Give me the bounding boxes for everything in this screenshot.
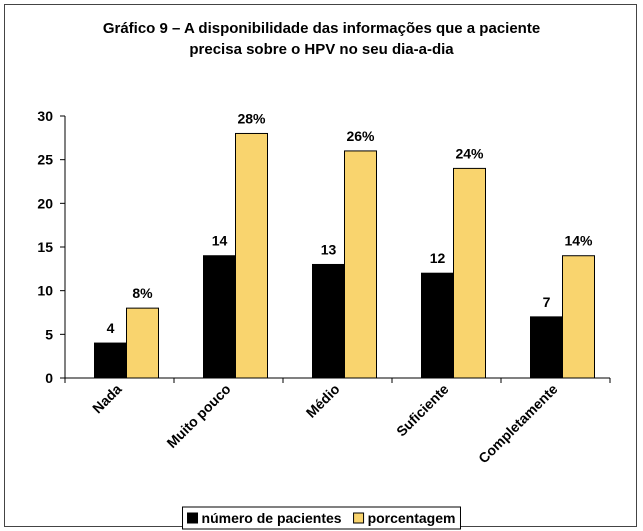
x-tick-label: Completamente: [475, 381, 561, 467]
data-label: 14: [212, 233, 228, 249]
y-tick-label: 0: [45, 370, 53, 386]
bar: [530, 316, 563, 379]
data-label: 26%: [346, 128, 375, 144]
x-tick-label: Muito pouco: [163, 381, 233, 451]
y-tick-label: 10: [37, 283, 53, 299]
data-label: 24%: [455, 145, 484, 161]
bar: [312, 263, 345, 379]
x-tick-label: Nada: [89, 381, 125, 417]
y-tick-label: 20: [37, 195, 53, 211]
x-tick-label: Médio: [303, 381, 343, 421]
legend-box: [182, 506, 461, 530]
bar: [344, 150, 377, 379]
bar: [203, 255, 236, 379]
data-label: 8%: [132, 285, 153, 301]
data-label: 14%: [564, 233, 593, 249]
data-label: 7: [543, 294, 551, 310]
bar: [453, 167, 486, 379]
data-label: 12: [430, 250, 446, 266]
data-label: 4: [107, 320, 115, 336]
y-tick-label: 25: [37, 152, 53, 168]
y-tick-label: 30: [37, 108, 53, 124]
x-tick-label: Suficiente: [393, 381, 452, 440]
legend-swatch: [187, 512, 199, 524]
bar: [562, 255, 595, 379]
bar: [126, 307, 159, 379]
chart-title: Gráfico 9 – A disponibilidade das inform…: [102, 20, 541, 58]
bar: [235, 132, 268, 379]
legend-label: porcentagem: [368, 510, 456, 526]
legend: número de pacientes porcentagem: [182, 506, 461, 530]
data-label: 28%: [237, 110, 266, 126]
legend-label: número de pacientes: [202, 510, 342, 526]
legend-swatch: [353, 512, 365, 524]
y-tick-label: 15: [37, 239, 53, 255]
bar: [94, 342, 127, 379]
bar: [421, 272, 454, 379]
y-tick-label: 5: [45, 326, 53, 342]
data-label: 13: [321, 241, 337, 257]
